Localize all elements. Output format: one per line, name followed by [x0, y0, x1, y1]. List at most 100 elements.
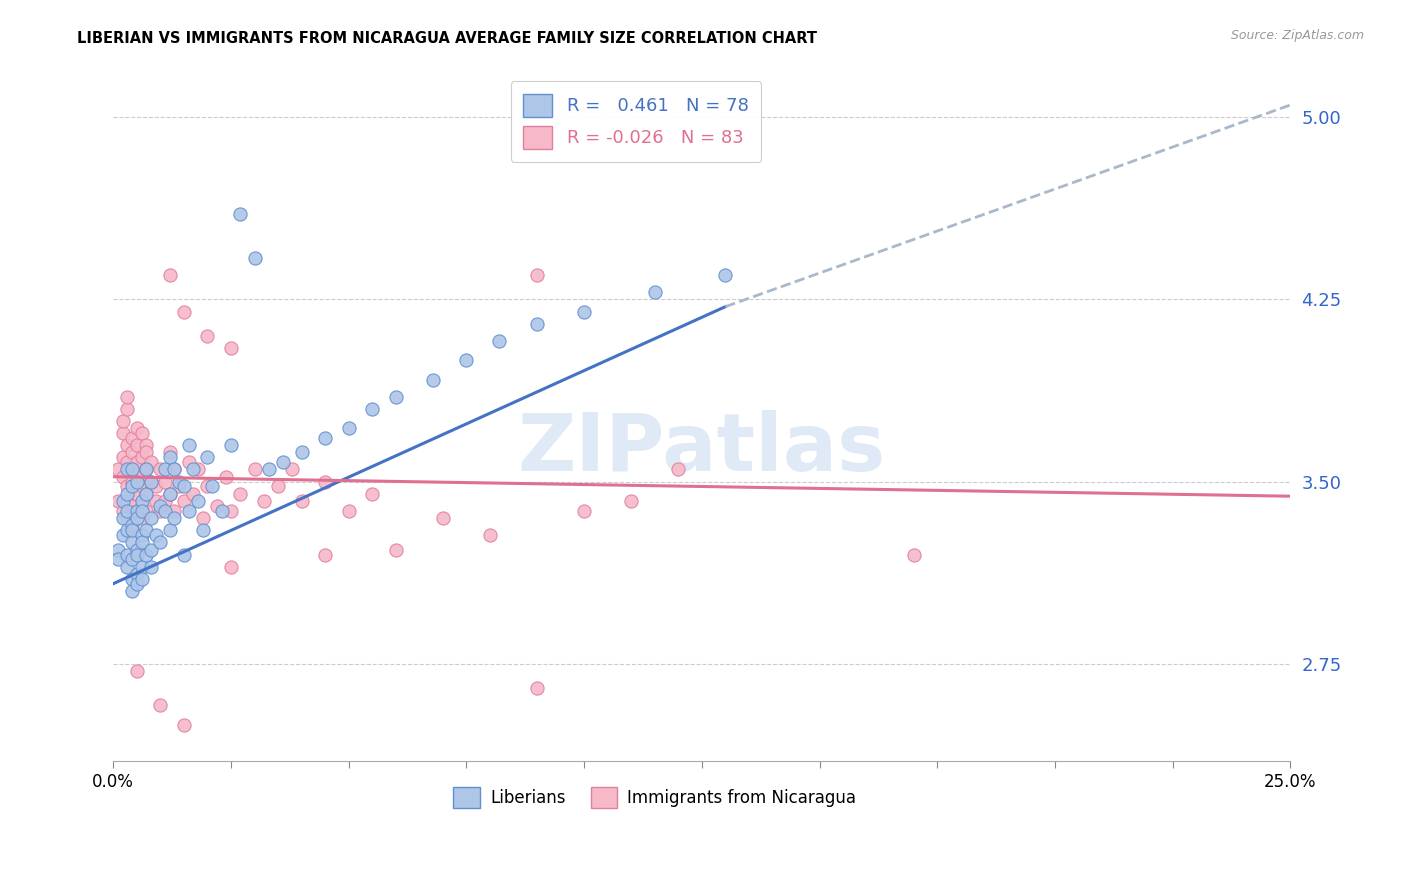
- Point: [135, 487, 157, 501]
- Point: [167, 475, 190, 489]
- Point: [153, 494, 176, 508]
- Point: [117, 504, 139, 518]
- Point: [125, 542, 148, 557]
- Point: [111, 504, 134, 518]
- Point: [121, 479, 143, 493]
- Point: [125, 455, 148, 469]
- Point: [422, 373, 444, 387]
- Point: [271, 455, 294, 469]
- Point: [187, 462, 209, 476]
- Point: [526, 268, 548, 282]
- Point: [135, 445, 157, 459]
- Legend: Liberians, Immigrants from Nicaragua: Liberians, Immigrants from Nicaragua: [447, 780, 863, 815]
- Point: [107, 542, 129, 557]
- Point: [131, 535, 153, 549]
- Point: [145, 494, 167, 508]
- Point: [159, 445, 181, 459]
- Point: [135, 523, 157, 537]
- Point: [173, 304, 195, 318]
- Point: [361, 401, 384, 416]
- Text: ZIPatlas: ZIPatlas: [517, 410, 886, 489]
- Point: [107, 552, 129, 566]
- Point: [163, 511, 186, 525]
- Point: [111, 494, 134, 508]
- Point: [111, 528, 134, 542]
- Point: [644, 285, 666, 299]
- Point: [149, 535, 172, 549]
- Point: [229, 207, 252, 221]
- Point: [117, 401, 139, 416]
- Point: [125, 664, 148, 678]
- Point: [139, 455, 162, 469]
- Point: [139, 511, 162, 525]
- Point: [384, 542, 406, 557]
- Point: [117, 455, 139, 469]
- Point: [159, 450, 181, 465]
- Point: [173, 479, 195, 493]
- Point: [117, 548, 139, 562]
- Point: [131, 479, 153, 493]
- Point: [488, 334, 510, 348]
- Point: [187, 494, 209, 508]
- Point: [181, 462, 204, 476]
- Point: [125, 504, 148, 518]
- Point: [121, 518, 143, 533]
- Point: [197, 328, 219, 343]
- Point: [121, 572, 143, 586]
- Point: [153, 462, 176, 476]
- Point: [572, 504, 595, 518]
- Point: [219, 504, 242, 518]
- Point: [314, 548, 336, 562]
- Text: LIBERIAN VS IMMIGRANTS FROM NICARAGUA AVERAGE FAMILY SIZE CORRELATION CHART: LIBERIAN VS IMMIGRANTS FROM NICARAGUA AV…: [77, 31, 817, 46]
- Point: [131, 494, 153, 508]
- Point: [219, 559, 242, 574]
- Point: [139, 559, 162, 574]
- Point: [620, 494, 643, 508]
- Point: [173, 548, 195, 562]
- Point: [131, 572, 153, 586]
- Point: [177, 438, 200, 452]
- Point: [111, 469, 134, 483]
- Point: [149, 698, 172, 713]
- Point: [117, 462, 139, 476]
- Point: [173, 494, 195, 508]
- Point: [131, 450, 153, 465]
- Point: [267, 479, 290, 493]
- Point: [125, 487, 148, 501]
- Point: [572, 304, 595, 318]
- Point: [177, 504, 200, 518]
- Point: [125, 421, 148, 435]
- Point: [139, 542, 162, 557]
- Point: [253, 494, 276, 508]
- Point: [291, 494, 314, 508]
- Point: [117, 390, 139, 404]
- Point: [125, 576, 148, 591]
- Point: [131, 504, 153, 518]
- Point: [117, 479, 139, 493]
- Point: [219, 438, 242, 452]
- Point: [121, 523, 143, 537]
- Point: [121, 462, 143, 476]
- Point: [135, 487, 157, 501]
- Point: [243, 462, 266, 476]
- Point: [243, 251, 266, 265]
- Point: [131, 469, 153, 483]
- Point: [149, 462, 172, 476]
- Point: [181, 487, 204, 501]
- Point: [121, 445, 143, 459]
- Point: [257, 462, 280, 476]
- Point: [281, 462, 304, 476]
- Point: [125, 566, 148, 581]
- Point: [111, 511, 134, 525]
- Point: [131, 499, 153, 513]
- Point: [173, 717, 195, 731]
- Point: [478, 528, 501, 542]
- Point: [145, 479, 167, 493]
- Point: [135, 438, 157, 452]
- Point: [125, 475, 148, 489]
- Point: [197, 450, 219, 465]
- Point: [121, 499, 143, 513]
- Point: [125, 504, 148, 518]
- Point: [314, 475, 336, 489]
- Point: [135, 504, 157, 518]
